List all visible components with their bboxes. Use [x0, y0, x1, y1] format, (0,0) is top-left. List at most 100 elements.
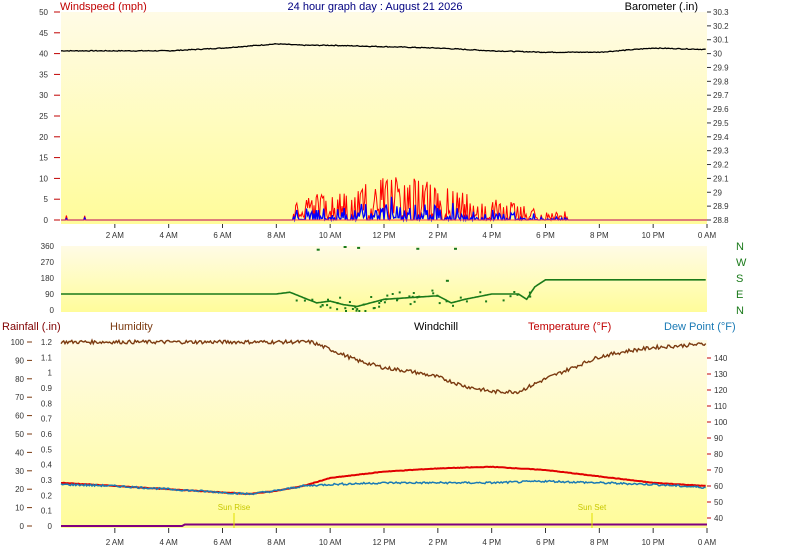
- barometer-tick-label: 30.2: [713, 22, 729, 31]
- temp-x-label: 8 AM: [267, 538, 286, 547]
- temp-x-label: 4 PM: [482, 538, 501, 547]
- wind-x-label: 8 AM: [267, 231, 286, 240]
- barometer-tick-label: 28.9: [713, 202, 729, 211]
- wind-x-label: 0 AM: [698, 231, 717, 240]
- wind-direction-point: [465, 300, 468, 303]
- sunrise-label: Sun Rise: [218, 503, 251, 512]
- temperature-tick-label: 100: [714, 418, 728, 427]
- wind-tick-label: 50: [39, 8, 48, 17]
- barometer-tick-label: 29.5: [713, 119, 729, 128]
- wind-x-label: 6 AM: [213, 231, 232, 240]
- wind-left-axis-label: Windspeed (mph): [60, 1, 147, 13]
- wind-direction-point: [295, 299, 298, 302]
- wind-panel-background: [61, 12, 707, 224]
- temp-x-label: 6 AM: [213, 538, 232, 547]
- wind-direction-point: [416, 247, 420, 250]
- humidity-axis-label: Humidity: [110, 321, 153, 333]
- wind-tick-label: 10: [39, 174, 48, 183]
- wind-x-label: 10 AM: [319, 231, 342, 240]
- temperature-tick-label: 120: [714, 386, 728, 395]
- wind-direction-point: [452, 304, 454, 307]
- wind-direction-line: [61, 279, 706, 308]
- wind-direction-point: [319, 305, 322, 308]
- wind-direction-point: [316, 248, 320, 251]
- wind-direction-point: [345, 310, 347, 312]
- temperature-tick-label: 110: [714, 402, 727, 411]
- wind-tick-label: 15: [39, 154, 48, 163]
- wind-direction-point: [438, 302, 441, 305]
- wind-direction-point: [485, 300, 488, 303]
- rain-tick-label: 0.4: [41, 461, 53, 470]
- humidity-tick-label: 70: [15, 393, 24, 402]
- wind-direction-point: [386, 294, 389, 297]
- temp-x-label: 8 PM: [590, 538, 609, 547]
- humidity-tick-label: 60: [15, 412, 24, 421]
- wind-direction-point: [321, 304, 324, 306]
- wind-direction-point: [459, 296, 462, 299]
- wind-direction-point: [528, 295, 531, 298]
- wind-direction-point: [327, 298, 329, 301]
- direction-tick-label: 360: [41, 242, 55, 251]
- wind-direction-point: [362, 303, 365, 306]
- temperature-tick-label: 130: [714, 370, 728, 379]
- wind-direction-point: [364, 310, 367, 312]
- dewpoint-axis-label: Dew Point (°F): [664, 321, 736, 333]
- wind-direction-point: [329, 306, 332, 309]
- wind-direction-point: [479, 291, 482, 294]
- barometer-tick-label: 30: [713, 50, 722, 59]
- barometer-tick-label: 28.8: [713, 216, 729, 225]
- wind-direction-point: [454, 247, 457, 250]
- compass-label: W: [736, 257, 747, 269]
- barometer-tick-label: 29: [713, 188, 722, 197]
- wind-direction-point: [370, 296, 373, 298]
- temperature-tick-label: 80: [714, 450, 723, 459]
- wind-direction-point: [411, 295, 414, 298]
- wind-direction-point: [431, 289, 434, 292]
- wind-direction-point: [513, 291, 516, 293]
- wind-tick-label: 20: [39, 133, 48, 142]
- humidity-tick-label: 0: [20, 522, 25, 531]
- sunset-label: Sun Set: [578, 503, 607, 512]
- wind-x-label: 10 PM: [642, 231, 665, 240]
- wind-direction-point: [409, 303, 412, 306]
- wind-direction-point: [303, 299, 306, 302]
- wind-x-label: 12 PM: [372, 231, 395, 240]
- rain-tick-label: 0.9: [41, 384, 53, 393]
- wind-tick-label: 0: [44, 216, 49, 225]
- windchill-axis-label: Windchill: [414, 321, 458, 333]
- wind-direction-point: [418, 295, 421, 298]
- wind-direction-point: [383, 301, 386, 304]
- barometer-tick-label: 30.3: [713, 8, 729, 17]
- wind-direction-point: [445, 279, 449, 282]
- wind-direction-point: [339, 296, 342, 299]
- humidity-tick-label: 50: [15, 430, 24, 439]
- wind-direction-point: [408, 295, 411, 298]
- rain-tick-label: 0: [48, 522, 53, 531]
- wind-direction-point: [445, 300, 448, 303]
- wind-direction-point: [398, 291, 401, 294]
- wind-direction-point: [326, 304, 329, 307]
- humidity-tick-label: 10: [15, 504, 24, 513]
- wind-direction-point: [385, 298, 388, 301]
- chart-title: 24 hour graph day : August 21 2026: [288, 1, 463, 13]
- wind-direction-point: [413, 300, 416, 303]
- rain-tick-label: 0.8: [41, 399, 53, 408]
- compass-label: S: [736, 273, 743, 285]
- temp-x-label: 2 AM: [106, 538, 125, 547]
- humidity-tick-label: 90: [15, 356, 24, 365]
- wind-direction-point: [354, 306, 357, 309]
- wind-direction-point: [344, 307, 347, 310]
- wind-direction-point: [343, 246, 347, 248]
- barometer-tick-label: 29.6: [713, 105, 729, 114]
- direction-tick-label: 270: [41, 258, 55, 267]
- wind-direction-point: [358, 310, 361, 312]
- wind-x-label: 2 PM: [428, 231, 447, 240]
- rain-tick-label: 1.2: [41, 338, 53, 347]
- temp-x-label: 6 PM: [536, 538, 555, 547]
- wind-direction-point: [357, 246, 361, 249]
- wind-x-label: 6 PM: [536, 231, 555, 240]
- temp-x-labels: 2 AM 4 AM 6 AM 8 AM 10 AM 12 PM 2 PM 4 PM 6 PM 8 …: [106, 528, 716, 547]
- humidity-tick-label: 100: [11, 338, 25, 347]
- wind-direction-point: [378, 302, 381, 304]
